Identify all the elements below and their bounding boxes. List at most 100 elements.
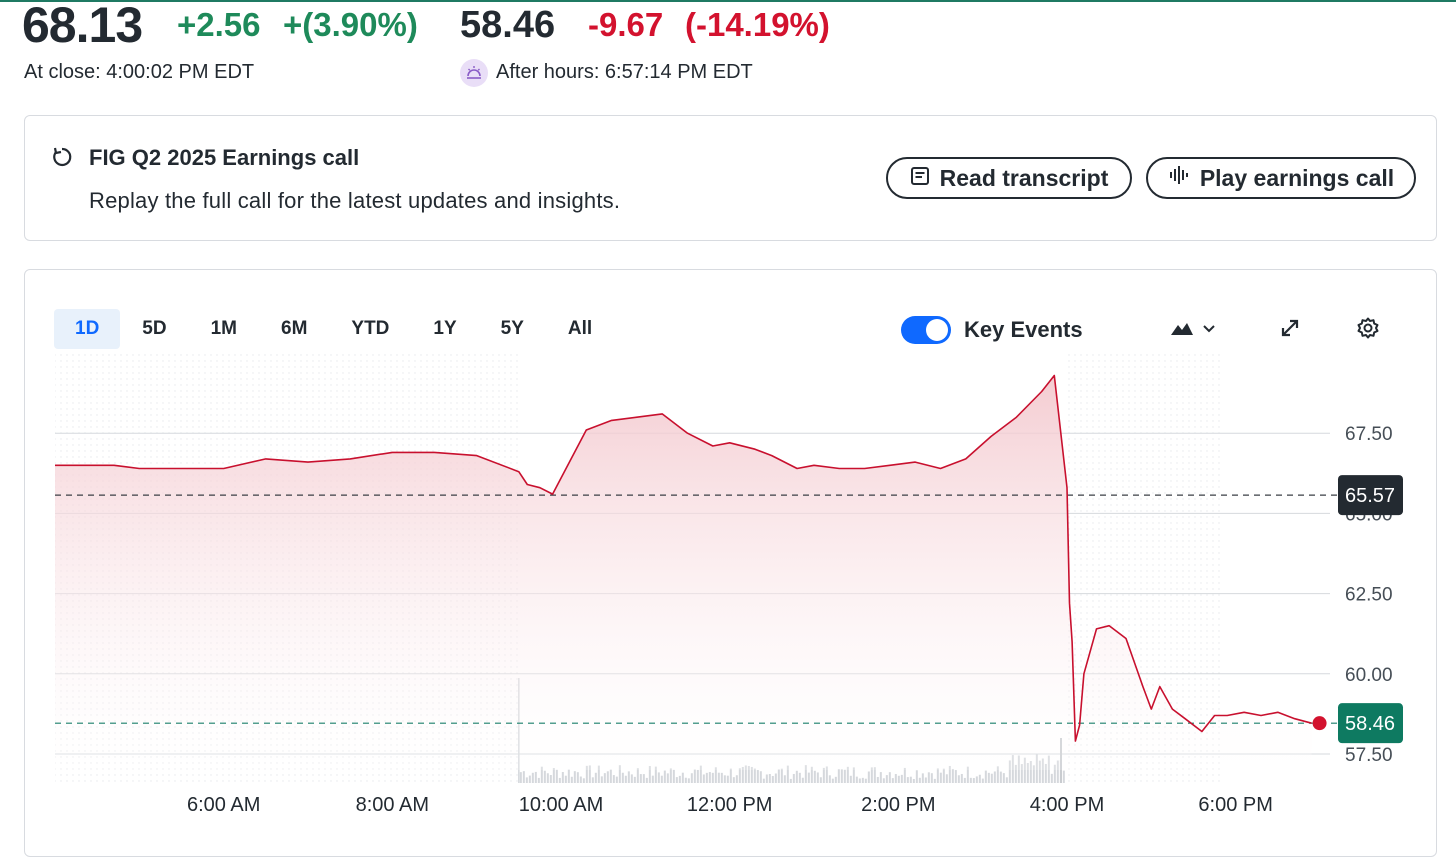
volume-bar (675, 777, 678, 783)
volume-bar (711, 772, 714, 783)
volume-bar (882, 778, 885, 783)
y-tick-label: 57.50 (1345, 745, 1393, 766)
volume-bar (732, 777, 735, 783)
range-tab-6m[interactable]: 6M (281, 318, 308, 339)
volume-bar (969, 777, 972, 783)
volume-bar (774, 773, 777, 783)
current-price-badge-label: 58.46 (1345, 713, 1395, 735)
volume-bar (543, 770, 546, 783)
volume-bar (696, 769, 699, 783)
volume-bar (639, 774, 642, 783)
volume-bar (777, 769, 780, 783)
play-earnings-call-label: Play earnings call (1199, 164, 1395, 191)
volume-bar (999, 771, 1002, 783)
volume-bar (849, 775, 852, 783)
volume-bar (717, 772, 720, 783)
fullscreen-button[interactable] (1279, 316, 1301, 344)
volume-bar (975, 776, 978, 783)
volume-bar (822, 767, 825, 783)
y-tick-label: 67.50 (1345, 424, 1393, 445)
volume-bar (654, 766, 657, 783)
volume-bar (936, 768, 939, 783)
volume-bar (1038, 760, 1041, 783)
y-tick-label: 60.00 (1345, 665, 1393, 686)
volume-bar (888, 772, 891, 783)
volume-bar (780, 768, 783, 783)
range-tab-ytd[interactable]: YTD (351, 318, 390, 339)
volume-bar (942, 768, 945, 783)
volume-bar (933, 778, 936, 783)
volume-bar (978, 774, 981, 783)
volume-bar (786, 765, 789, 783)
volume-bar (684, 777, 687, 783)
volume-bar (1029, 761, 1032, 783)
after-hours-price: 58.46 (460, 4, 556, 46)
volume-bar (525, 777, 528, 783)
volume-bar (555, 769, 558, 783)
volume-bar (648, 766, 651, 783)
volume-bar (645, 777, 648, 783)
volume-bar (957, 775, 960, 783)
range-tab-5d[interactable]: 5D (142, 318, 167, 339)
volume-bar (960, 773, 963, 783)
range-tab-1d[interactable]: 1D (54, 309, 121, 349)
audio-waveform-icon (1168, 164, 1190, 192)
volume-bar (834, 776, 837, 783)
volume-bar (1032, 765, 1035, 783)
volume-bar (909, 776, 912, 783)
volume-bar (1062, 770, 1065, 783)
play-earnings-call-button[interactable]: Play earnings call (1146, 157, 1416, 199)
volume-bar (585, 765, 588, 783)
toggle-knob (926, 319, 948, 341)
price-line (55, 374, 1312, 742)
volume-bar (666, 773, 669, 783)
volume-bar (723, 775, 726, 783)
chart-type-dropdown[interactable] (1170, 316, 1216, 344)
volume-bar (894, 774, 897, 783)
x-tick-label: 12:00 PM (687, 794, 773, 816)
chart-settings-button[interactable] (1356, 316, 1380, 344)
range-tab-1y[interactable]: 1Y (433, 318, 457, 339)
range-tab-5y[interactable]: 5Y (500, 318, 524, 339)
range-tab-all[interactable]: All (567, 318, 593, 339)
volume-bar (792, 773, 795, 783)
chevron-down-icon (1202, 321, 1216, 339)
volume-bar (852, 767, 855, 783)
volume-bar (597, 765, 600, 783)
read-transcript-label: Read transcript (939, 164, 1109, 191)
volume-bar (954, 770, 957, 783)
volume-bar (615, 776, 618, 783)
transcript-icon (910, 165, 930, 192)
current-price-badge-bg (1338, 703, 1403, 744)
volume-bar (948, 765, 951, 783)
volume-bar (924, 777, 927, 783)
volume-bar (630, 774, 633, 783)
volume-bar (798, 772, 801, 783)
volume-bar (813, 770, 816, 783)
chart-card: 1D 5D 1M 6M YTD 1Y 5Y All Key Events (24, 269, 1437, 857)
read-transcript-button[interactable]: Read transcript (886, 157, 1132, 199)
regular-change-percent: +(3.90%) (283, 6, 418, 43)
volume-bar (621, 772, 624, 783)
volume-bar (564, 775, 567, 783)
range-tabs: 1D 5D 1M 6M YTD 1Y 5Y All (54, 309, 614, 349)
volume-bar (1008, 760, 1011, 783)
x-tick-label: 8:00 AM (356, 794, 429, 816)
volume-bar (651, 775, 654, 783)
range-tab-1m[interactable]: 1M (210, 318, 237, 339)
volume-bar (576, 772, 579, 783)
volume-bar (891, 778, 894, 783)
volume-bar (1041, 758, 1044, 783)
after-hours-change: -9.67 (588, 6, 664, 43)
current-price-dot (1312, 716, 1327, 731)
volume-bar (720, 772, 723, 783)
volume-bar (681, 772, 684, 783)
volume-bar (990, 773, 993, 783)
key-events-toggle[interactable] (901, 316, 951, 344)
volume-bar (660, 775, 663, 783)
volume-bar (552, 768, 555, 783)
volume-bar (1044, 763, 1047, 783)
volume-bar (729, 768, 732, 783)
earnings-call-description: Replay the full call for the latest upda… (89, 188, 621, 213)
